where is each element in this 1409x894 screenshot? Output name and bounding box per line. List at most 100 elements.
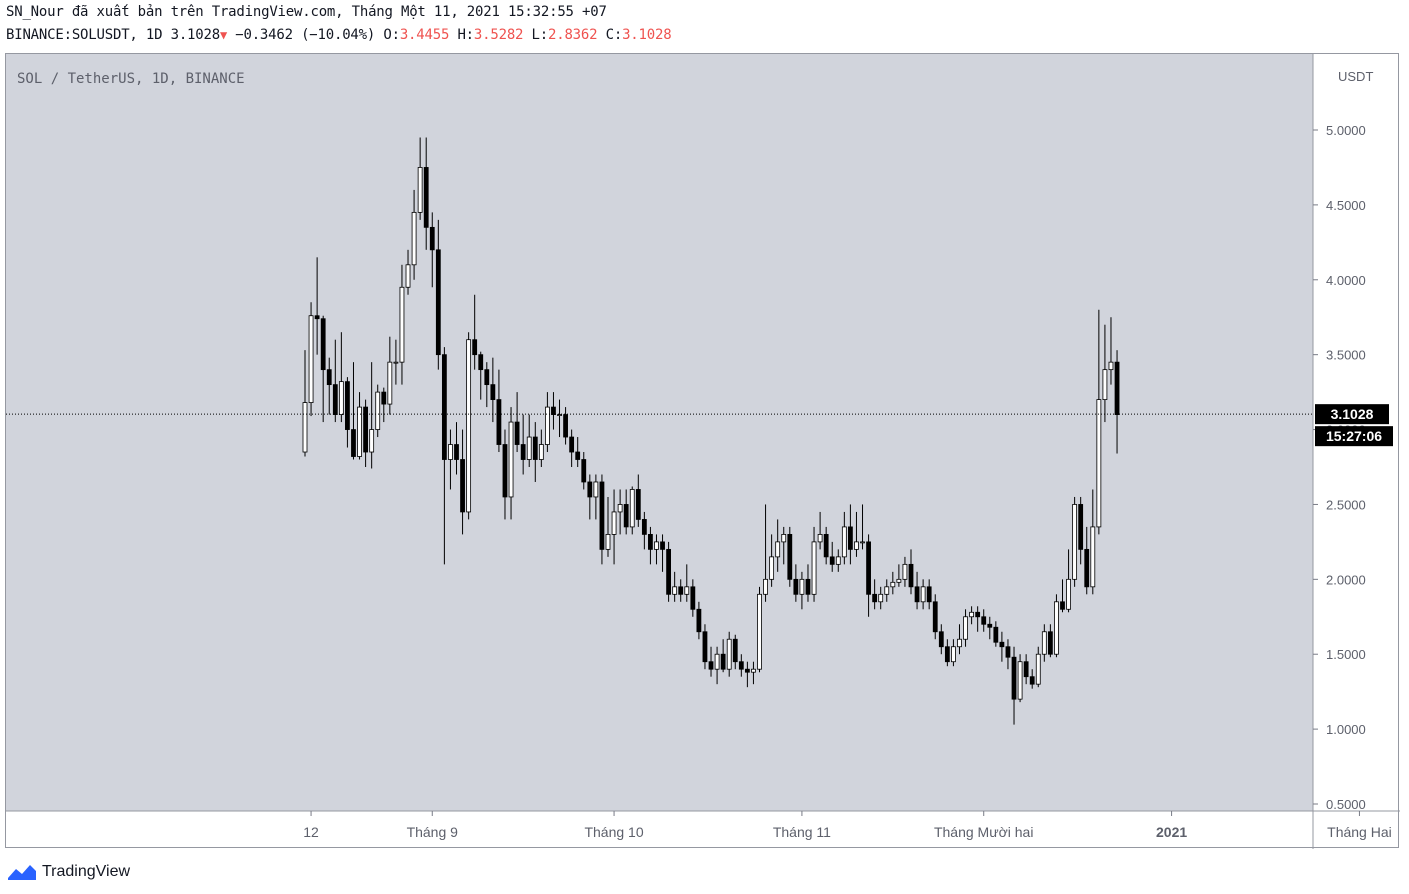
candle [654,534,659,565]
candle-body [769,556,775,580]
candle-body [823,533,829,558]
candle [411,189,417,280]
candle [811,526,817,602]
price-change: −0.3462 (−10.04%) [235,27,376,43]
candle-body [1047,631,1053,655]
low-value: 2.8362 [547,27,598,43]
candle [545,392,550,453]
candle [302,350,308,457]
candle-body [393,361,399,364]
x-tick-label: Tháng Mười hai [934,824,1033,840]
candle [611,489,617,565]
candle [417,137,423,220]
candle [963,609,968,647]
candle [635,474,641,527]
candle-body [369,429,375,453]
candle-body [690,586,696,610]
down-arrow-icon: ▼ [219,28,227,42]
candle [1108,317,1114,385]
candle [557,399,562,438]
candle-body [326,369,332,386]
open-value: 3.4455 [399,27,450,43]
candle [1035,646,1041,688]
candle [926,579,932,610]
candle [732,634,738,670]
candle [532,422,538,482]
candle [878,586,884,610]
candle [435,219,441,370]
candle-body [617,504,623,513]
candle [496,369,502,453]
price-chart[interactable]: SOL / TetherUS, 1D, BINANCE USDT 5.0000 4… [6,54,1400,849]
candle [969,606,974,625]
candle-body [1017,661,1023,700]
candle-body [635,489,641,520]
candle-body [757,593,762,670]
candle-body [1060,601,1065,610]
candle [890,571,896,595]
candle-body [732,638,738,663]
candle [1066,549,1071,613]
candle-body [302,402,308,453]
x-tick-label: 2021 [1156,824,1187,840]
candle-body [938,631,944,648]
candle [932,594,938,640]
tradingview-logo[interactable]: TradingView [6,862,130,882]
chart-frame[interactable]: SOL / TetherUS, 1D, BINANCE USDT 5.0000 4… [5,53,1400,849]
candle [805,564,811,602]
candle [744,661,750,688]
publish-info: SN_Nour đã xuất bản trên TradingView.com… [6,4,607,20]
candle-body [520,444,526,460]
candle [666,541,671,602]
candle [902,556,908,587]
candle-body [975,611,981,618]
candle [726,631,732,677]
candle-body [563,414,568,438]
y-tick-label: 1.5000 [1326,647,1366,662]
candle [854,511,859,557]
candle-body [351,429,356,457]
candle [975,606,981,632]
y-tick-label: 4.5000 [1326,198,1366,213]
last-price-label: 3.1028 [1331,406,1374,422]
tradingview-logo-icon [8,865,36,880]
candle-body [399,286,405,363]
candle [1023,654,1029,685]
candle-body [763,578,768,595]
candle-body [999,641,1005,648]
candle-body [660,541,665,550]
candle-body [508,421,514,498]
candle-body [575,451,581,460]
candle-body [648,533,653,550]
candle [1096,309,1102,535]
candle-body [1072,504,1078,580]
candle-body [884,586,890,595]
candle-body [957,638,962,648]
candle [690,579,696,617]
y-tick-label: 5.0000 [1326,123,1366,138]
candle-body [1066,578,1071,610]
candle-body [441,354,447,460]
candle-body [460,459,465,513]
candle [320,315,326,423]
candle [987,616,993,640]
candle [538,429,544,467]
candle [751,661,756,685]
candle-body [738,661,744,670]
candle-body [993,626,999,643]
candle [332,339,338,423]
candle [514,392,520,453]
candle-body [466,339,472,513]
candle-body [841,526,847,558]
candle-body [666,548,671,595]
candle-body [338,381,344,415]
candle-body [744,668,750,673]
x-tick-label: 12 [303,824,319,840]
open-label: O: [383,27,400,43]
candle-body [793,578,799,595]
candle [1060,579,1065,613]
candle [569,429,575,467]
brand-label: TradingView [42,863,131,880]
candle-body [320,318,326,371]
candle-body [932,601,938,633]
